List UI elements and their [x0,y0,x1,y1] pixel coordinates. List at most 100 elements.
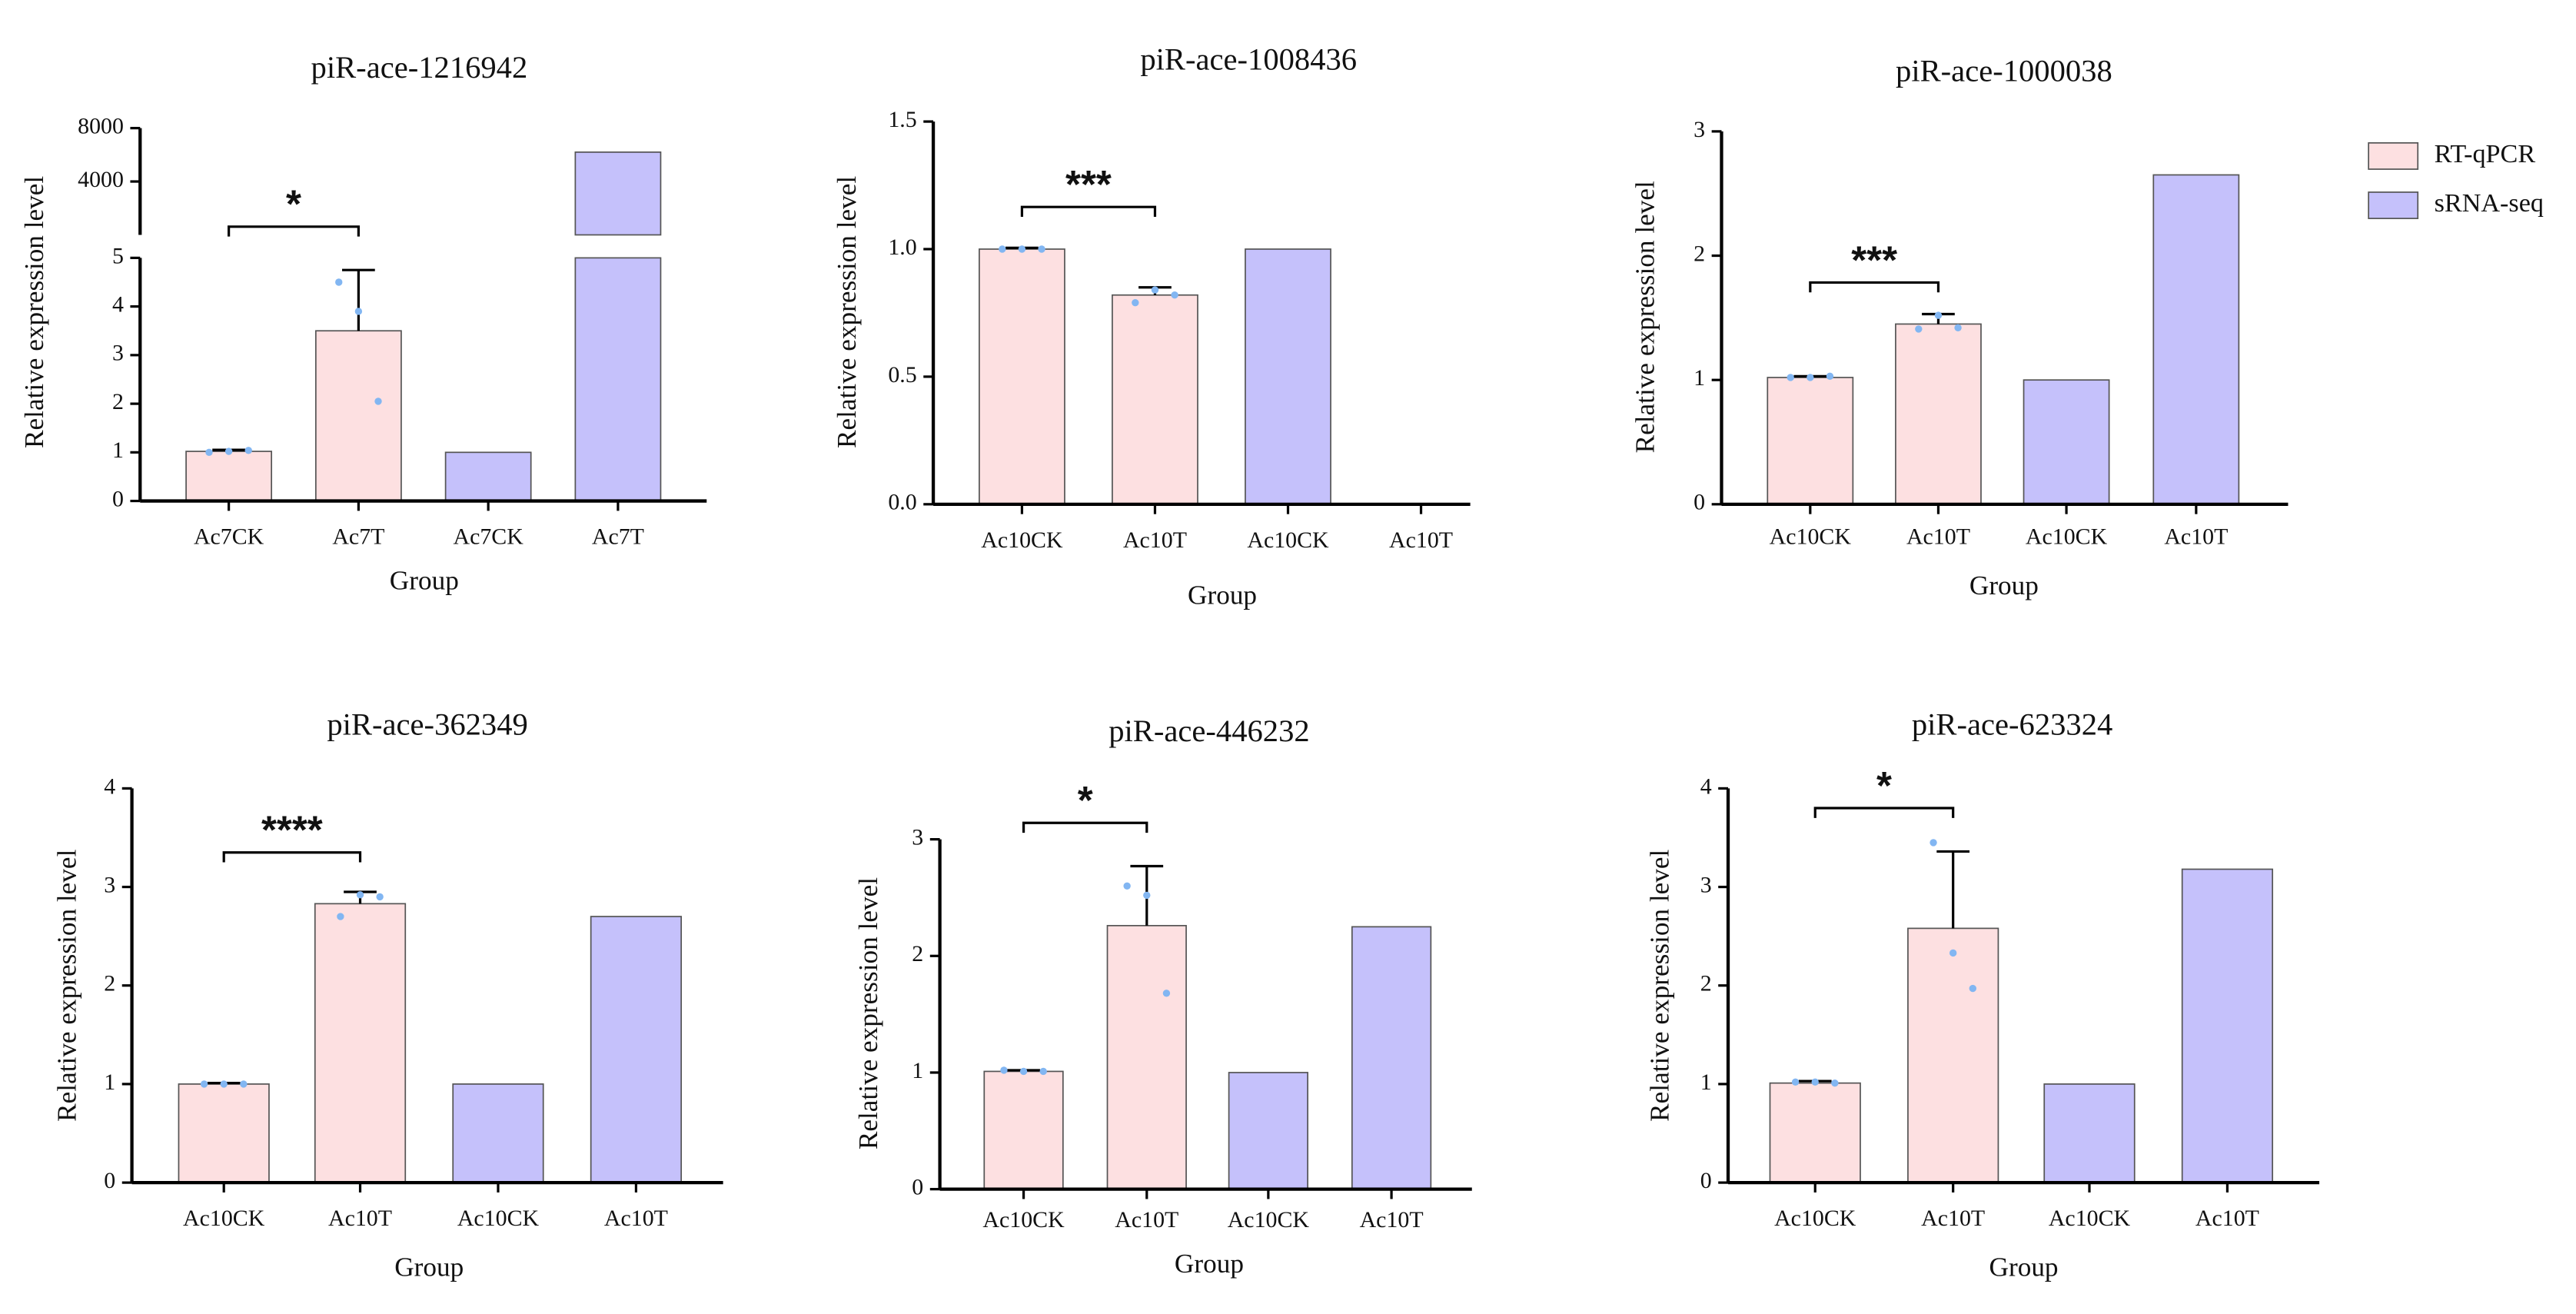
data-point [337,913,344,920]
y-tick-label: 2 [912,941,923,966]
bar [1106,925,1187,1190]
x-tick-label: Ac10CK [1247,527,1329,553]
data-point [1000,1066,1008,1074]
x-tick-label: Ac10CK [1228,1207,1310,1232]
data-point [1930,839,1937,847]
bar [2181,868,2274,1183]
x-tick-label: Ac10CK [183,1206,265,1231]
y-tick-label: 0 [112,486,124,511]
y-axis-label: Relative expression level [52,849,81,1121]
y-tick-label: 0.0 [888,490,916,515]
significance-label: **** [261,808,323,852]
bar [178,1083,270,1183]
significance-bracket [1022,821,1148,833]
x-tick-label: Ac10CK [981,527,1063,553]
y-tick-label: 3 [1700,872,1712,897]
data-point [335,278,343,286]
bar [1351,926,1432,1190]
x-tick-label: Ac10T [1921,1206,1985,1231]
data-point [1787,374,1794,381]
significance-label: * [286,182,301,226]
bar [1228,1072,1308,1190]
data-point [1018,245,1026,253]
data-point [1151,286,1159,294]
x-tick-label: Ac10CK [982,1207,1065,1232]
y-tick-label: 1 [1694,365,1705,391]
significance-bracket [222,851,362,863]
significance-bracket [1809,281,1940,293]
y-tick-label: 3 [1694,117,1705,142]
chart-title: piR-ace-1008436 [1140,42,1357,76]
y-axis-label: Relative expression level [853,877,883,1149]
x-axis-label: Group [1989,1252,2059,1282]
bar [1245,248,1331,505]
chart-title: piR-ace-446232 [1109,714,1309,748]
chart-title: piR-ace-1000038 [1896,53,2112,88]
x-axis-label: Group [390,565,459,595]
y-tick-label: 3 [104,872,115,897]
data-point [1807,374,1814,381]
y-tick-label: 2 [112,389,124,414]
data-point [1811,1078,1819,1086]
data-point [220,1080,228,1088]
x-tick-label: Ac7CK [453,524,524,550]
data-point [1826,372,1834,381]
data-point [1969,984,1977,993]
y-tick-label: 1.5 [888,107,916,132]
x-tick-label: Ac7T [332,524,384,550]
legend-label: sRNA-seq [2435,189,2544,218]
y-tick-label: 1 [104,1069,115,1095]
data-point [1162,990,1171,997]
x-tick-label: Ac10CK [2026,524,2108,550]
bar [979,248,1065,505]
bar [1895,323,1982,505]
y-tick-label: 4 [112,291,124,317]
chart-title: piR-ace-623324 [1912,707,2112,742]
y-tick-label: 5 [112,243,124,268]
bar [452,1083,544,1183]
x-tick-label: Ac7T [592,524,644,550]
y-tick-label: 3 [912,824,923,850]
significance-label: * [1078,778,1093,822]
chart-title: piR-ace-362349 [327,707,527,742]
y-axis-label: Relative expression level [19,176,49,448]
x-tick-label: Ac7CK [194,524,264,550]
x-tick-label: Ac10CK [1770,524,1852,550]
y-axis-label: Relative expression level [1630,181,1660,453]
x-tick-label: Ac10T [1389,527,1453,553]
data-point [1143,891,1151,900]
data-point [1949,949,1957,957]
x-tick-label: Ac10T [1123,527,1187,553]
bar [983,1070,1064,1190]
y-tick-label: 4 [1700,773,1712,799]
y-tick-label: 0 [1694,490,1705,515]
significance-bracket [1813,807,1955,818]
data-point [1915,325,1923,333]
legend-swatch [2368,141,2419,170]
data-point [374,398,382,405]
data-point [999,245,1006,253]
data-point [1954,324,1962,331]
x-axis-label: Group [1188,580,1257,610]
y-axis-label: Relative expression level [1645,849,1675,1121]
data-point [1019,1067,1028,1076]
data-point [244,447,252,454]
bar [314,330,402,502]
bar [590,916,683,1183]
bar [2023,379,2110,505]
data-point [1934,311,1943,319]
bar [574,257,662,502]
data-point [356,891,364,899]
data-point [1132,298,1139,307]
significance-bracket [228,225,360,237]
data-point [376,893,384,901]
data-point [1831,1079,1839,1087]
y-tick-label: 8000 [78,113,124,138]
x-axis-label: Group [1969,571,2039,600]
x-tick-label: Ac10CK [2049,1206,2131,1231]
legend-swatch [2368,191,2419,219]
significance-bracket [1020,205,1157,217]
data-point [224,447,233,455]
y-tick-label: 3 [112,341,124,366]
